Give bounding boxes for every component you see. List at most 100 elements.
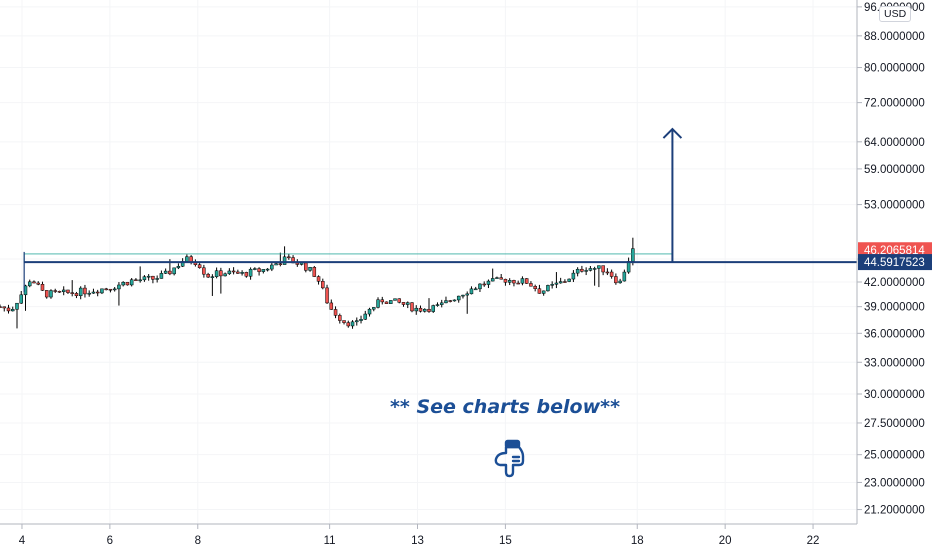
candle-body	[257, 268, 261, 272]
candle-body	[359, 319, 363, 321]
candle-body	[40, 284, 45, 291]
candle-body	[210, 276, 215, 278]
resistance-price-badge-bg	[858, 254, 932, 271]
candle-body	[87, 292, 91, 295]
candle-body	[176, 266, 181, 269]
y-tick-label: 88.0000000	[864, 31, 925, 43]
y-tick-label: 59.0000000	[864, 164, 925, 176]
x-tick-label: 11	[324, 535, 336, 547]
candle-body	[299, 262, 304, 265]
candle-body	[312, 267, 317, 277]
candle-body	[393, 298, 397, 301]
candle-body	[214, 270, 219, 277]
candle-body	[57, 290, 62, 293]
candle-body	[78, 287, 83, 296]
candle-body	[350, 321, 355, 327]
candle-body	[469, 288, 474, 295]
candle-body	[134, 279, 138, 282]
candle-body	[138, 279, 142, 282]
candle-body	[461, 294, 465, 297]
candle-body	[614, 276, 618, 284]
candle-body	[499, 277, 503, 280]
candle-body	[338, 315, 342, 321]
candle-body	[333, 309, 338, 316]
candle-body	[563, 281, 567, 283]
candle-body	[456, 295, 461, 301]
candle-body	[125, 281, 130, 286]
candle-body	[597, 265, 601, 269]
candle-body	[609, 271, 614, 277]
candle-body	[91, 291, 96, 294]
candle-body	[524, 278, 529, 284]
candle-body	[287, 256, 291, 259]
candle-body	[146, 275, 151, 278]
candle-body	[19, 294, 23, 304]
currency-label[interactable]: USD	[879, 6, 912, 22]
candle-body	[631, 248, 635, 262]
candle-body	[584, 270, 588, 272]
candle-body	[618, 280, 622, 284]
y-tick-label: 21.2000000	[864, 505, 925, 517]
range-box	[23, 253, 673, 263]
candle-body	[316, 276, 321, 282]
candle-body	[554, 282, 559, 285]
candle-body	[155, 278, 159, 280]
y-tick-label: 53.0000000	[864, 200, 925, 212]
candle-body	[575, 268, 580, 274]
candle-body	[405, 302, 410, 305]
candle-body	[2, 306, 6, 309]
x-tick-label: 20	[719, 535, 732, 547]
candle-body	[244, 272, 249, 277]
candle-body	[418, 307, 423, 312]
candle-body	[206, 273, 210, 278]
candle-body	[163, 270, 168, 274]
y-tick-label: 30.0000000	[864, 389, 925, 401]
candle-body	[36, 282, 40, 285]
x-tick-label: 4	[19, 535, 26, 547]
candle-body	[444, 300, 448, 304]
candle-body	[248, 268, 253, 277]
x-tick-label: 22	[807, 535, 820, 547]
candle-body	[10, 309, 15, 312]
candle-body	[495, 277, 499, 279]
drawings-layer	[23, 127, 857, 293]
candle-body	[53, 290, 57, 292]
candle-body	[27, 281, 32, 287]
candle-body	[83, 287, 87, 295]
x-tick-label: 13	[411, 535, 424, 547]
candle-body	[414, 307, 418, 312]
candle-body	[342, 320, 346, 323]
x-tick-label: 6	[107, 535, 113, 547]
candle-body	[308, 267, 312, 271]
candle-body	[537, 288, 542, 294]
candle-body	[533, 286, 537, 289]
candle-body	[520, 278, 525, 284]
candle-body	[473, 288, 478, 291]
candle-body	[151, 275, 155, 280]
resistance-price-badge-text: 44.5917523	[864, 257, 925, 269]
pointing-down-hand-icon	[494, 439, 525, 478]
candle-body	[274, 263, 278, 266]
candle-body	[295, 262, 300, 265]
candle-body	[223, 273, 227, 277]
candle-body	[253, 268, 257, 270]
candle-body	[66, 289, 70, 293]
candle-body	[507, 280, 512, 283]
candle-body	[270, 264, 274, 270]
candle-body	[431, 305, 435, 312]
candle-body	[265, 268, 270, 271]
candle-body	[104, 288, 108, 291]
y-tick-label: 25.0000000	[864, 450, 925, 462]
x-tick-label: 15	[499, 535, 512, 547]
candle-body	[465, 293, 469, 296]
candle-body	[346, 322, 351, 327]
candle-body	[61, 289, 66, 293]
candle-body	[372, 307, 376, 310]
candle-body	[202, 267, 206, 275]
x-tick-label: 8	[195, 535, 201, 547]
candle-body	[580, 268, 584, 272]
candle-body	[422, 308, 427, 312]
candle-body	[219, 270, 223, 277]
